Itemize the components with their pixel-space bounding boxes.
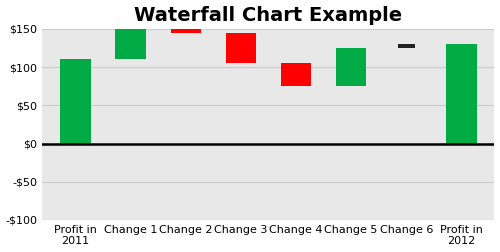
Bar [60,59,90,144]
Bar [336,48,366,86]
Bar [226,33,256,63]
Bar [446,44,476,144]
Bar [116,0,146,59]
Bar [398,44,414,48]
Title: Waterfall Chart Example: Waterfall Chart Example [134,6,402,24]
Bar [170,0,201,33]
Bar [281,63,311,86]
